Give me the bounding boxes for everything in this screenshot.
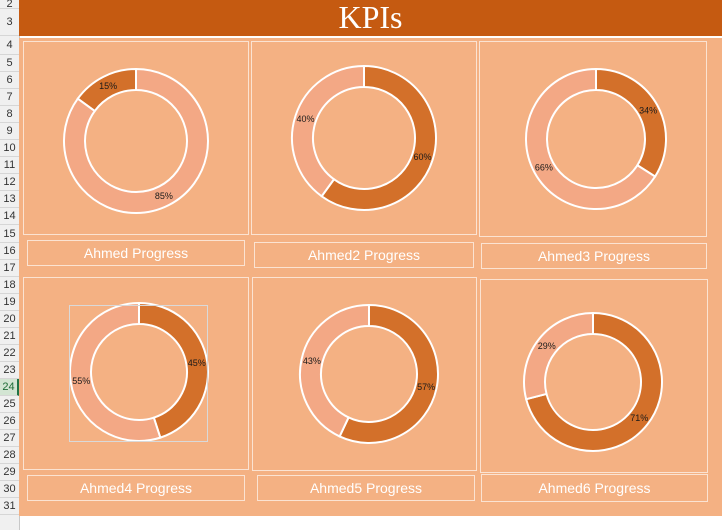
donut-chart: 60% 40%: [291, 64, 437, 211]
row-number[interactable]: 17: [0, 260, 19, 277]
row-number[interactable]: 7: [0, 89, 19, 106]
row-number[interactable]: 15: [0, 225, 19, 243]
donut-slice-dark: [138, 301, 209, 439]
donut-slice-light: [525, 67, 657, 210]
chart-selection-frame[interactable]: [69, 305, 208, 442]
row-number[interactable]: 27: [0, 430, 19, 447]
kpi-chart-2[interactable]: 60% 40%: [251, 41, 477, 235]
row-header-column: 2 3 4 5 6 7 8 9 10 11 12 13 14 15 16 17 18 19 20 21 22 23 24 25…: [0, 0, 20, 530]
row-number[interactable]: 25: [0, 396, 19, 413]
row-number[interactable]: 13: [0, 191, 19, 208]
kpi-chart-3[interactable]: 34% 66%: [479, 41, 707, 237]
row-number[interactable]: 19: [0, 294, 19, 311]
donut-slice-dark: [595, 67, 667, 178]
row-number[interactable]: 6: [0, 72, 19, 89]
row-number[interactable]: 9: [0, 123, 19, 140]
donut-data-label: 85%: [155, 191, 173, 201]
row-number[interactable]: 2: [0, 0, 19, 10]
donut-data-label: 57%: [417, 382, 435, 392]
kpi-label-6: Ahmed6 Progress: [481, 474, 708, 502]
donut-data-label: 43%: [303, 356, 321, 366]
donut-data-label: 40%: [297, 114, 315, 124]
row-number[interactable]: 12: [0, 174, 19, 191]
row-number[interactable]: 16: [0, 243, 19, 260]
donut-data-label: 66%: [535, 163, 553, 173]
donut-data-label: 45%: [188, 358, 206, 368]
donut-data-label: 34%: [639, 105, 657, 115]
donut-chart: 34% 66%: [525, 67, 667, 210]
donut-chart: 45% 55%: [69, 301, 209, 442]
kpi-label-5: Ahmed5 Progress: [257, 475, 475, 501]
row-number[interactable]: 22: [0, 345, 19, 362]
kpi-chart-6[interactable]: 71% 29%: [480, 279, 708, 473]
title-band: [19, 0, 722, 36]
sheet-title: KPIs: [338, 0, 403, 35]
row-number[interactable]: 4: [0, 36, 19, 55]
row-number[interactable]: 23: [0, 362, 19, 379]
donut-data-label: 15%: [99, 81, 117, 91]
row-number[interactable]: 24: [0, 379, 19, 396]
row-number[interactable]: 20: [0, 311, 19, 328]
donut-data-label: 55%: [72, 376, 90, 386]
kpi-label-1: Ahmed Progress: [27, 240, 245, 266]
donut-chart: 15% 85%: [63, 67, 209, 214]
donut-chart: 71% 29%: [523, 311, 663, 452]
kpi-chart-1[interactable]: 15% 85%: [23, 41, 249, 235]
donut-chart: 57% 43%: [299, 303, 439, 444]
kpi-chart-4[interactable]: 45% 55%: [23, 277, 249, 470]
donut-slice-dark: [524, 311, 663, 452]
kpi-label-4: Ahmed4 Progress: [27, 475, 245, 501]
donut-slice-light: [299, 303, 370, 438]
donut-data-label: 60%: [413, 152, 431, 162]
row-number[interactable]: 8: [0, 106, 19, 123]
row-number[interactable]: 28: [0, 447, 19, 464]
donut-slice-dark: [338, 303, 439, 444]
donut-slice-light: [291, 64, 365, 198]
donut-data-label: 71%: [630, 413, 648, 423]
row-number[interactable]: 14: [0, 208, 19, 225]
donut-slice-light: [523, 311, 594, 401]
row-number[interactable]: 21: [0, 328, 19, 345]
row-number[interactable]: 26: [0, 413, 19, 430]
row-number[interactable]: 5: [0, 55, 19, 72]
row-number[interactable]: 18: [0, 277, 19, 294]
kpi-label-2: Ahmed2 Progress: [254, 242, 474, 268]
row-number[interactable]: 31: [0, 498, 19, 515]
kpi-chart-5[interactable]: 57% 43%: [252, 277, 477, 471]
kpi-label-3: Ahmed3 Progress: [481, 243, 707, 269]
row-number[interactable]: 3: [0, 9, 19, 36]
row-number[interactable]: 11: [0, 157, 19, 174]
donut-slice-light: [63, 67, 209, 214]
donut-slice-dark: [320, 64, 437, 211]
row-number[interactable]: 10: [0, 140, 19, 157]
donut-slice-light: [69, 301, 162, 442]
row-number[interactable]: 29: [0, 464, 19, 481]
donut-data-label: 29%: [538, 341, 556, 351]
row-number[interactable]: 30: [0, 481, 19, 498]
